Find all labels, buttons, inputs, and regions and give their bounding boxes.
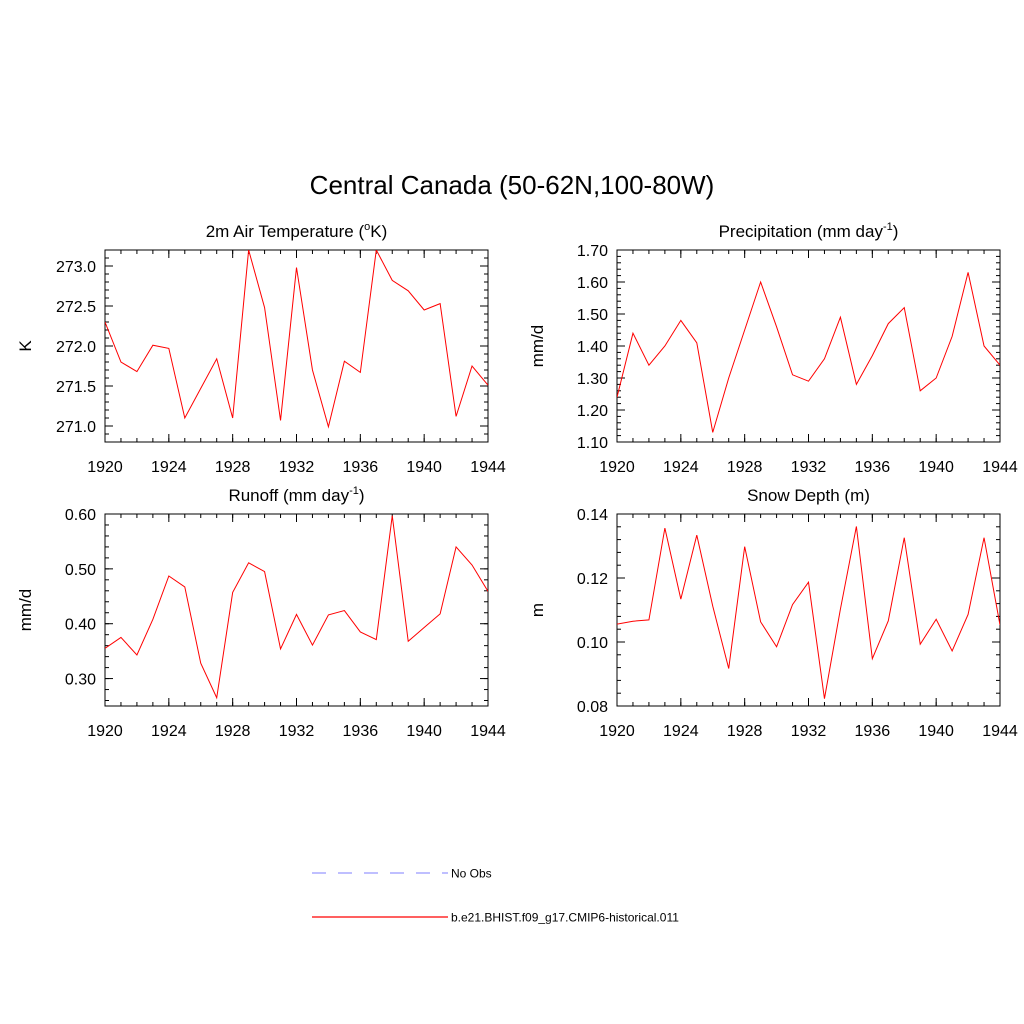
series-line-runoff (105, 515, 488, 700)
x-tick-label: 1924 (663, 459, 699, 476)
x-tick-label: 1920 (599, 723, 635, 740)
y-tick-label: 271.5 (56, 379, 96, 396)
y-axis-label-runoff: mm/d (16, 589, 35, 632)
x-tick-label: 1928 (215, 723, 251, 740)
x-tick-label: 1924 (663, 723, 699, 740)
y-tick-label: 1.50 (577, 307, 608, 324)
panel-title-runoff: Runoff (mm day-1) (228, 485, 364, 505)
y-axis-label-precipitation: mm/d (528, 325, 547, 368)
legend: No Obs b.e21.BHIST.f09_g17.CMIP6-histori… (312, 867, 679, 925)
y-tick-label: 272.5 (56, 299, 96, 316)
series-line-temperature (105, 250, 488, 429)
x-tick-label: 1928 (727, 459, 763, 476)
x-tick-label: 1924 (151, 723, 187, 740)
x-tick-label: 1940 (406, 459, 442, 476)
panel-snow-depth: Snow Depth (m) 1920 1924 1928 1932 1936 1940 19… (528, 486, 1018, 740)
plot-frame-snow-depth (616, 513, 1001, 707)
y-tick-label: 0.08 (577, 699, 608, 716)
x-tick-label: 1940 (918, 459, 954, 476)
plot-frame-temperature (104, 249, 489, 443)
y-tick-label: 0.40 (65, 617, 96, 634)
x-tick-label: 1936 (855, 459, 891, 476)
panel-runoff: Runoff (mm day-1) 1920 1924 1928 1932 1936 194… (16, 485, 506, 740)
panel-title-precipitation: Precipitation (mm day-1) (719, 221, 899, 241)
panel-title-snow-depth: Snow Depth (m) (747, 486, 870, 505)
x-tick-label: 1944 (470, 459, 506, 476)
y-tick-label: 0.30 (65, 672, 96, 689)
x-tick-label: 1936 (855, 723, 891, 740)
y-tick-label: 0.60 (65, 507, 96, 524)
y-tick-label: 0.14 (577, 507, 608, 524)
y-tick-label: 0.10 (577, 635, 608, 652)
y-axis-label-snow-depth: m (528, 603, 547, 617)
x-tick-label: 1924 (151, 459, 187, 476)
panel-title-temperature: 2m Air Temperature (oK) (206, 221, 388, 241)
x-tick-label: 1932 (279, 723, 315, 740)
x-tick-label: 1932 (279, 459, 315, 476)
main-title: Central Canada (50-62N,100-80W) (310, 170, 715, 200)
plot-frame-runoff (104, 513, 489, 707)
x-tick-label: 1932 (791, 723, 827, 740)
x-tick-label: 1932 (791, 459, 827, 476)
x-tick-label: 1944 (470, 723, 506, 740)
x-tick-label: 1944 (982, 459, 1018, 476)
y-tick-label: 1.60 (577, 275, 608, 292)
y-axis-label-temperature: K (16, 340, 35, 352)
x-tick-label: 1920 (599, 459, 635, 476)
legend-label-no-obs: No Obs (451, 867, 492, 881)
x-tick-label: 1940 (918, 723, 954, 740)
x-tick-label: 1920 (87, 723, 123, 740)
y-tick-label: 1.30 (577, 371, 608, 388)
y-tick-label: 272.0 (56, 339, 96, 356)
y-tick-label: 1.20 (577, 403, 608, 420)
x-tick-label: 1936 (343, 723, 379, 740)
x-tick-label: 1928 (727, 723, 763, 740)
y-tick-label: 273.0 (56, 259, 96, 276)
panel-precipitation: Precipitation (mm day-1) 1920 1924 1928 1932… (528, 221, 1018, 476)
panel-temperature: 2m Air Temperature (oK) 1920 1924 1928 1932 1… (16, 221, 506, 476)
x-tick-label: 1940 (406, 723, 442, 740)
y-tick-label: 271.0 (56, 419, 96, 436)
y-tick-label: 1.10 (577, 435, 608, 452)
y-tick-label: 0.12 (577, 571, 608, 588)
x-tick-label: 1936 (343, 459, 379, 476)
series-line-snow-depth (617, 526, 1000, 699)
series-line-precipitation (617, 272, 1000, 433)
x-tick-label: 1944 (982, 723, 1018, 740)
plot-frame-precipitation (616, 249, 1001, 443)
y-tick-label: 1.40 (577, 339, 608, 356)
legend-label-model: b.e21.BHIST.f09_g17.CMIP6-historical.011 (451, 911, 679, 925)
x-tick-label: 1928 (215, 459, 251, 476)
x-tick-label: 1920 (87, 459, 123, 476)
y-tick-label: 1.70 (577, 243, 608, 260)
y-tick-label: 0.50 (65, 562, 96, 579)
